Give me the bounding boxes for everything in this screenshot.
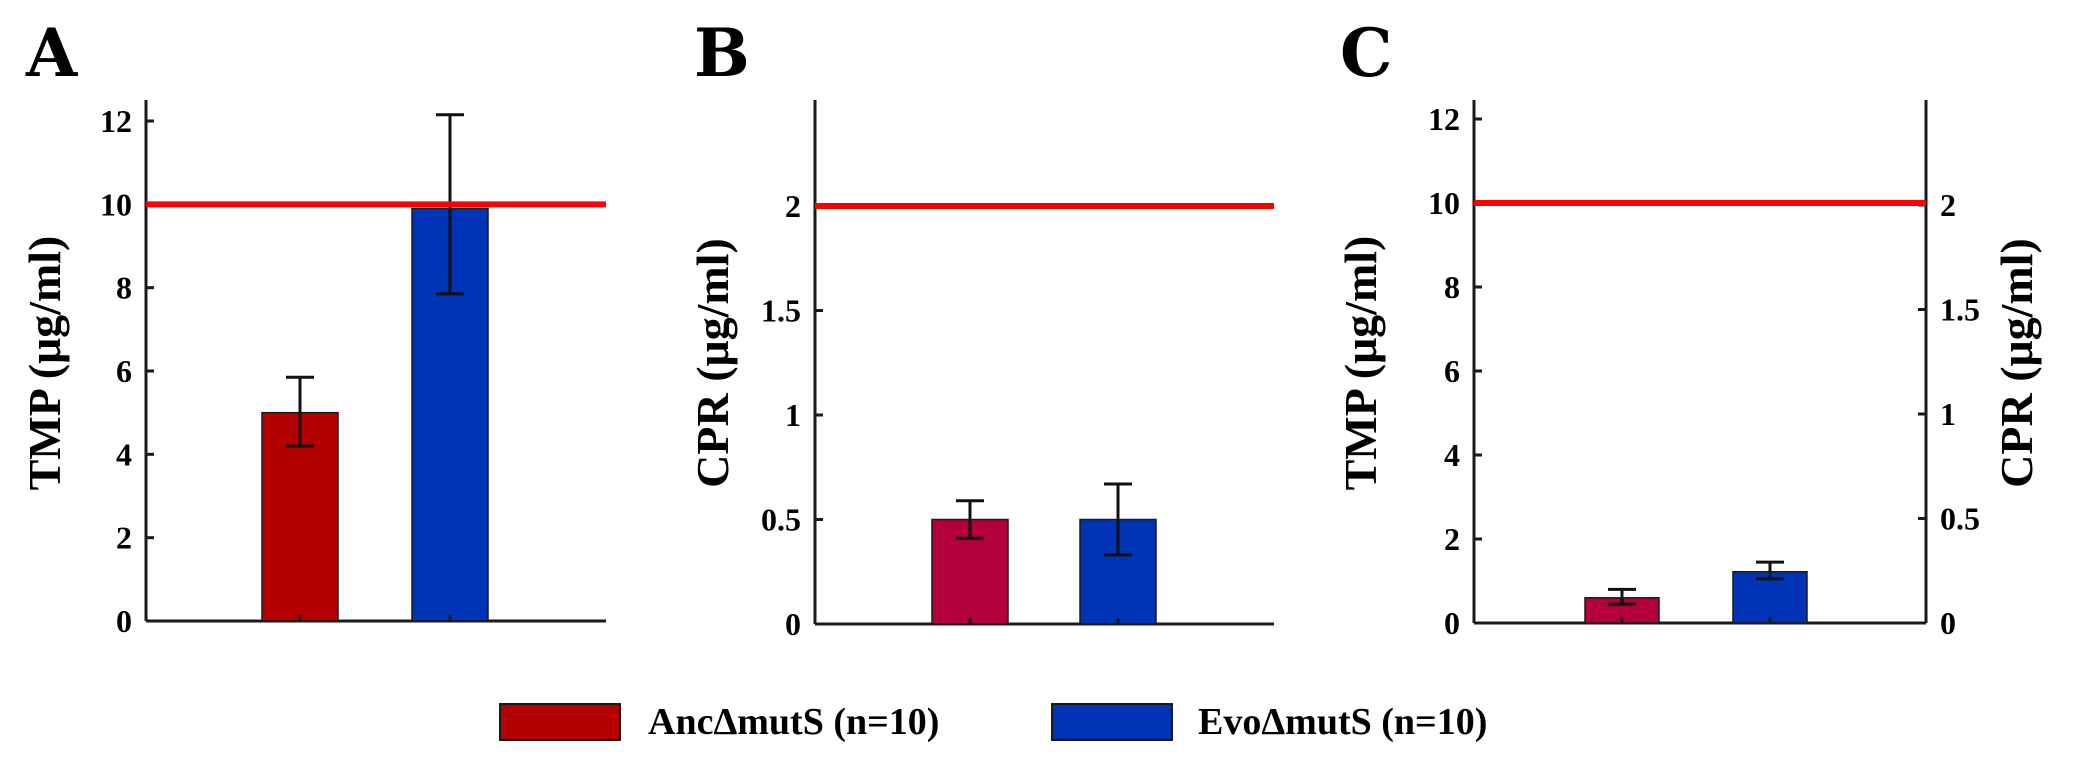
panel-c-plot: 0 2 4 6 8 10 12 0 0.5 1 1.5 2 <box>1428 100 1980 641</box>
panel-a-ytick-label: 10 <box>100 186 132 222</box>
legend-swatch-evo <box>1051 703 1173 741</box>
panel-c-ytick-right-label: 1 <box>1940 396 1956 432</box>
panel-c-ytick-right-label: 2 <box>1940 187 1956 223</box>
panel-a-ytick-label: 8 <box>116 270 132 306</box>
panel-c-ytick-label: 12 <box>1428 101 1460 137</box>
panel-b-ytick-label: 2 <box>785 188 801 224</box>
panel-a-plot: 0 2 4 6 8 10 12 <box>100 100 606 639</box>
panel-c-ylabel: TMP (μg/ml) <box>1335 236 1386 491</box>
panel-a-ytick-label: 4 <box>116 436 132 472</box>
panel-c-ytick-right-label: 0 <box>1940 605 1956 641</box>
panel-c-ytick-label: 8 <box>1444 269 1460 305</box>
panel-c-ylabel-right: CPR (μg/ml) <box>1991 238 2042 488</box>
panel-c-ytick-label: 0 <box>1444 605 1460 641</box>
panel-b-plot: 0 0.5 1 1.5 2 <box>761 100 1274 642</box>
legend: AncΔmutS (n=10) EvoΔmutS (n=10) <box>499 701 1487 743</box>
legend-swatch-anc <box>499 703 621 741</box>
panel-a-ytick-label: 12 <box>100 103 132 139</box>
panel-b-ytick-label: 1 <box>785 397 801 433</box>
legend-label-anc: AncΔmutS (n=10) <box>648 701 939 743</box>
panel-letter-c: C <box>1340 14 1393 92</box>
panel-b-ytick-label: 0.5 <box>761 502 801 538</box>
panel-c-ytick-right-label: 0.5 <box>1940 501 1980 537</box>
panel-a-ytick-label: 2 <box>116 520 132 556</box>
panel-letter-a: A <box>25 14 78 92</box>
panel-c-ytick-label: 6 <box>1444 353 1460 389</box>
panel-b-ytick-label: 0 <box>785 606 801 642</box>
legend-label-evo: EvoΔmutS (n=10) <box>1198 701 1487 743</box>
panel-c-ytick-right-label: 1.5 <box>1940 292 1980 328</box>
panel-b-ytick-label: 1.5 <box>761 293 801 329</box>
panel-b-ylabel: CPR (μg/ml) <box>687 238 738 488</box>
panel-a-ytick-label: 0 <box>116 603 132 639</box>
panel-c-ytick-label: 10 <box>1428 185 1460 221</box>
panel-c-ytick-label: 2 <box>1444 521 1460 557</box>
panel-a-ytick-label: 6 <box>116 353 132 389</box>
panel-a-ylabel: TMP (μg/ml) <box>19 236 70 491</box>
panel-c-ytick-label: 4 <box>1444 437 1460 473</box>
panel-letter-b: B <box>694 14 750 92</box>
